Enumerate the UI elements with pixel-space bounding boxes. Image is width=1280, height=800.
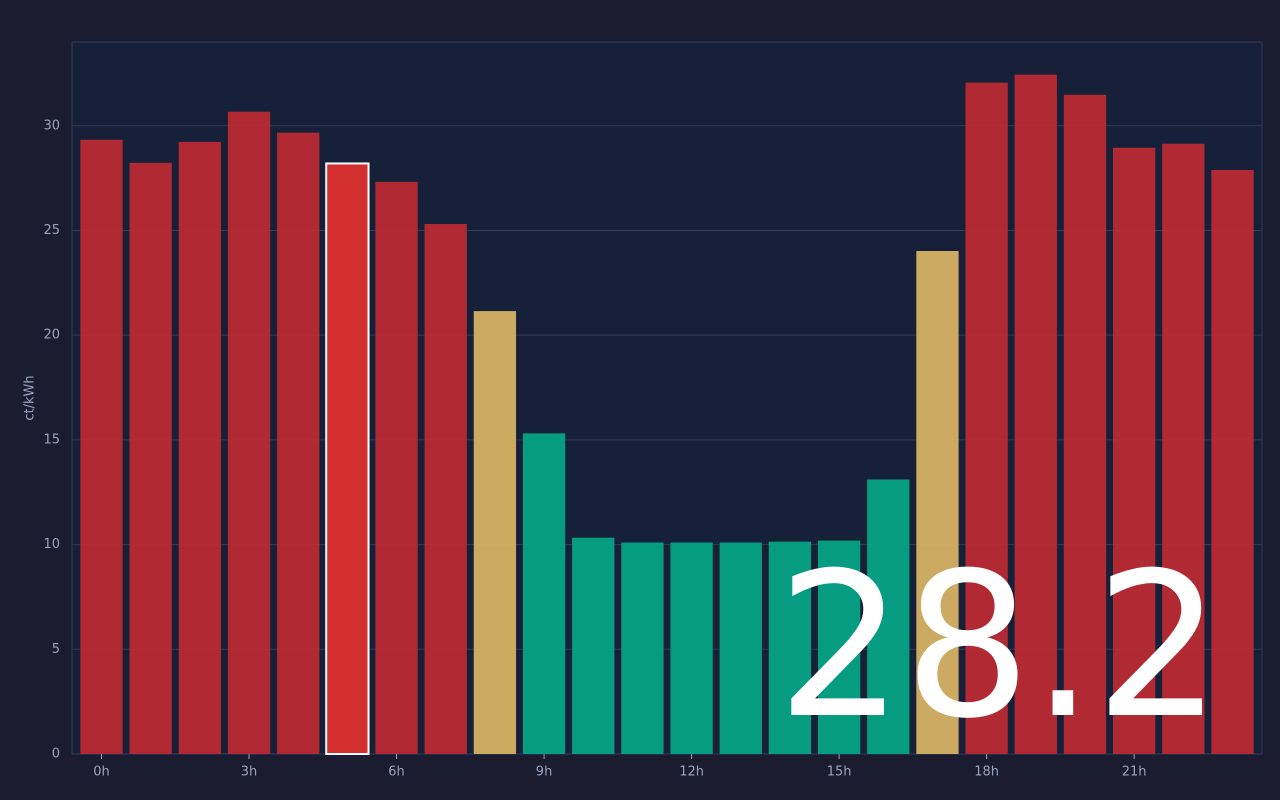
bar	[178, 141, 221, 754]
y-tick-label: 20	[43, 328, 60, 343]
bar	[1063, 94, 1107, 754]
bar	[375, 181, 418, 754]
bar	[80, 139, 123, 754]
x-tick-label: 9h	[536, 765, 553, 780]
bar	[1211, 169, 1254, 755]
bar	[522, 433, 566, 754]
bar-current	[325, 162, 370, 756]
bar	[1113, 147, 1156, 755]
bar	[719, 542, 762, 754]
bar	[1014, 74, 1057, 755]
x-tick-label: 21h	[1122, 765, 1147, 780]
x-tick-label: 18h	[974, 765, 999, 780]
bar	[965, 82, 1008, 755]
plot-area	[71, 41, 1263, 755]
bar	[424, 223, 467, 754]
bar	[572, 537, 615, 754]
bar	[1162, 143, 1205, 755]
bar	[473, 311, 517, 754]
bar	[277, 132, 320, 754]
y-tick-label: 10	[43, 537, 60, 552]
y-tick-label: 5	[52, 642, 60, 657]
x-tick-label: 0h	[93, 765, 110, 780]
bar	[227, 111, 271, 754]
x-tick-label: 15h	[827, 765, 852, 780]
bar	[817, 540, 861, 754]
bar	[129, 162, 172, 755]
x-tick-label: 6h	[388, 765, 405, 780]
current-value: 28.2	[777, 530, 1222, 763]
bar	[768, 541, 812, 754]
x-tick-label: 3h	[241, 765, 258, 780]
y-tick-label: 15	[43, 432, 60, 447]
bar	[621, 542, 664, 754]
bar	[916, 250, 959, 755]
y-axis-label: ct/kWh	[23, 375, 38, 420]
bar	[670, 542, 713, 754]
y-tick-label: 25	[43, 223, 60, 238]
y-tick-label: 0	[52, 747, 60, 762]
bar	[867, 479, 910, 754]
y-tick-label: 30	[43, 118, 60, 133]
x-tick-label: 12h	[679, 765, 704, 780]
